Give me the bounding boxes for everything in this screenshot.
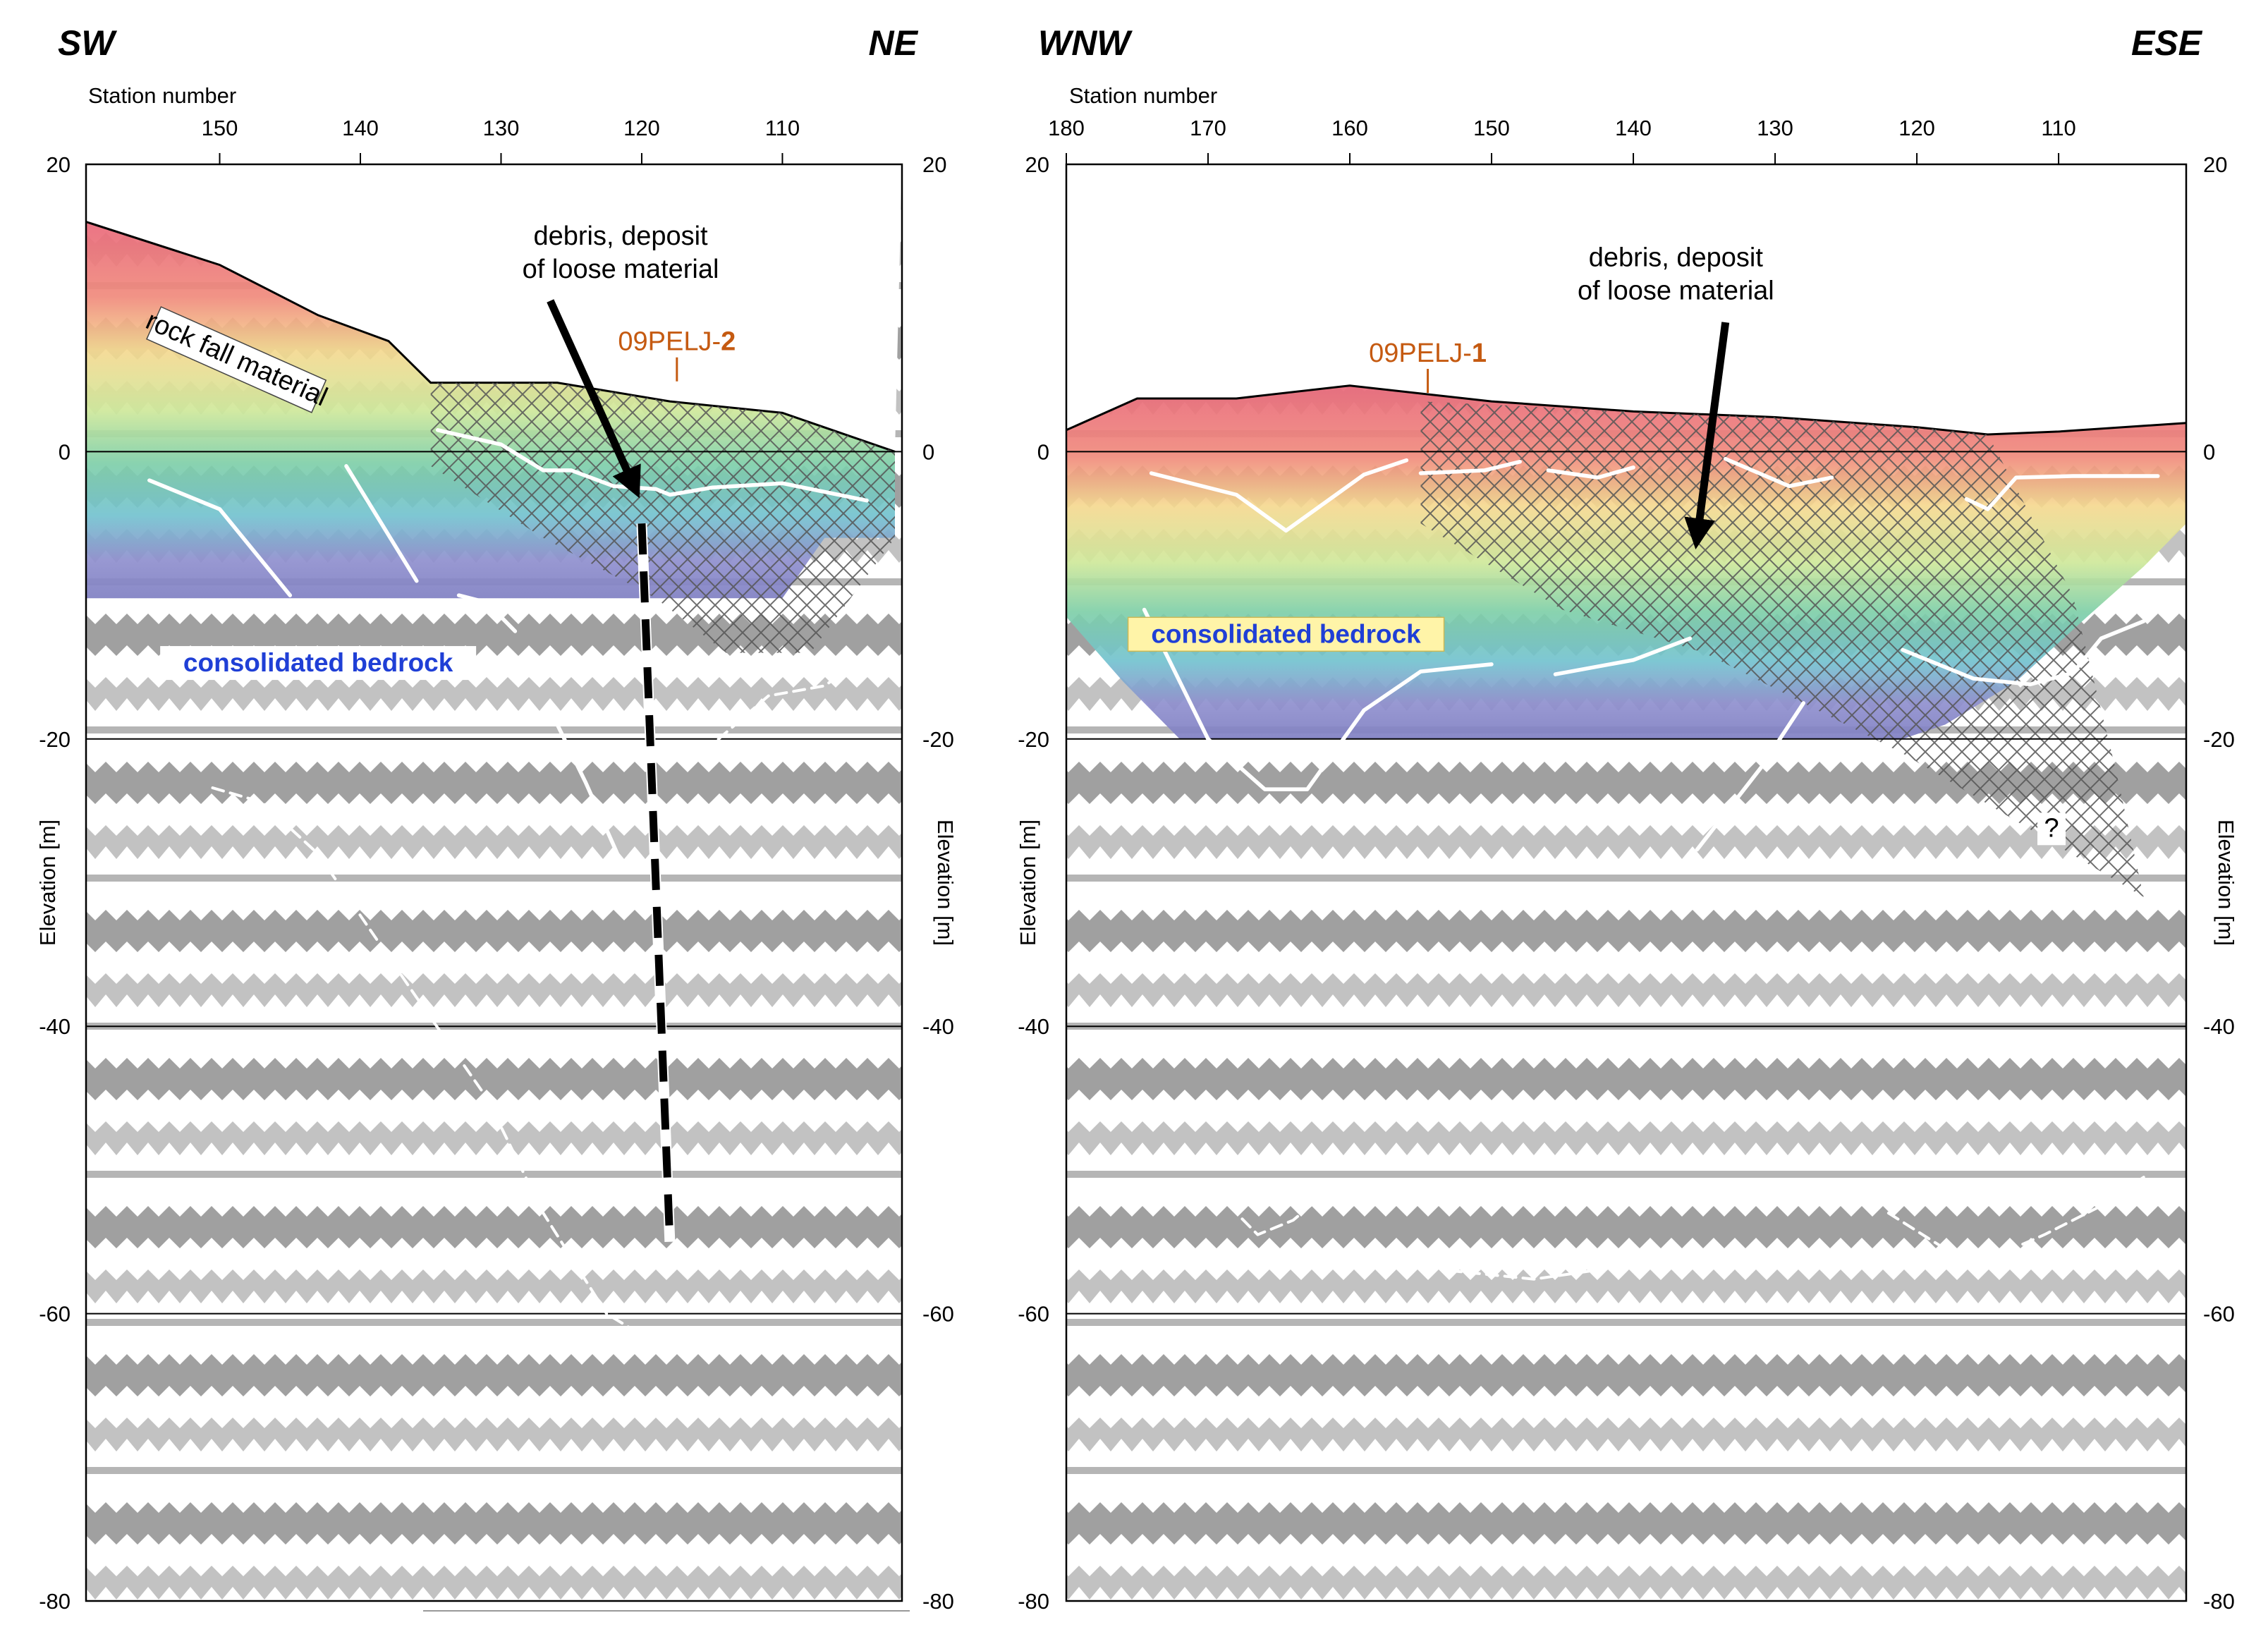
- y-tick-label-right--40: -40: [922, 1014, 954, 1039]
- annotation-consolidated-bedrock: consolidated bedrock: [1151, 619, 1421, 648]
- y-tick-label-left--80: -80: [39, 1589, 71, 1614]
- y-tick-label-left-0: 0: [1037, 439, 1049, 464]
- y-tick-label-left--40: -40: [1018, 1014, 1049, 1039]
- y-tick-label-right--80: -80: [922, 1589, 954, 1614]
- y-tick-label-left--60: -60: [1018, 1302, 1049, 1327]
- x-tick-label-160: 160: [1331, 116, 1368, 140]
- y-tick-label-right--20: -20: [922, 727, 954, 752]
- direction-left: SW: [58, 23, 117, 63]
- direction-left: WNW: [1038, 23, 1133, 63]
- interpreted-reflector-solid-1: [1418, 459, 1522, 475]
- interpreted-reflector-solid-3: [1723, 456, 1834, 489]
- debris-arrow: [547, 299, 641, 499]
- y-axis-label-left: Elevation [m]: [35, 820, 60, 946]
- x-tick-label-120: 120: [1898, 116, 1935, 140]
- x-tick-label-180: 180: [1048, 116, 1085, 140]
- direction-right: NE: [869, 23, 919, 63]
- x-tick-label-110: 110: [765, 116, 800, 140]
- plot-frame: [1065, 163, 2188, 1602]
- question-box: [2037, 812, 2066, 846]
- x-tick-label-140: 140: [342, 116, 379, 140]
- y-tick-label-left--20: -20: [39, 727, 71, 752]
- y-tick-label-right-0: 0: [922, 439, 934, 464]
- x-tick-label-170: 170: [1190, 116, 1226, 140]
- y-tick-label-left--80: -80: [1018, 1589, 1049, 1614]
- annotation-debris-0: debris, deposit: [533, 221, 708, 251]
- borehole-label-prefix: 09PELJ-: [618, 327, 721, 357]
- y-tick-label-left--60: -60: [39, 1302, 71, 1327]
- x-tick-label-140: 140: [1615, 116, 1652, 140]
- annotation-debris-1: of loose material: [523, 255, 719, 284]
- right-section-wnw-ese: debris, deposit of loose material consolid…: [1016, 23, 2238, 1614]
- y-tick-label-left-0: 0: [59, 439, 71, 464]
- sky-mask: [1066, 164, 2186, 434]
- y-axis-label-left: Elevation [m]: [1016, 820, 1040, 946]
- interpreted-reflector-solid-2: [456, 593, 518, 633]
- x-axis-label: Station number: [88, 83, 236, 108]
- interpreted-reflector-dashed-9: [1228, 1183, 1337, 1236]
- y-axis-label-right: Elevation [m]: [2214, 820, 2238, 946]
- debris-hatch-zone: [430, 382, 895, 653]
- interpreted-reflector-solid-3: [548, 708, 623, 863]
- interpreted-reflector-solid-0: [147, 478, 293, 597]
- borehole-label-number: 1: [1472, 339, 1487, 368]
- annotation-debris-1: of loose material: [1578, 276, 1774, 305]
- interpreted-reflector-solid-5: [1142, 607, 1494, 791]
- x-tick-label-130: 130: [483, 116, 520, 140]
- x-tick-label-120: 120: [623, 116, 660, 140]
- interpreted-reflector-solid-7: [1695, 701, 1806, 852]
- x-tick-label-150: 150: [202, 116, 238, 140]
- y-tick-label-right--60: -60: [922, 1302, 954, 1327]
- consolidated-bedrock-label-box: [160, 646, 477, 681]
- debris-hatch-zone: [1420, 401, 2144, 897]
- plot-frame: [85, 163, 903, 1602]
- interpreted-reflector-solid-6: [1553, 636, 1693, 676]
- annotation-debris-0: debris, deposit: [1589, 243, 1764, 273]
- direction-right: ESE: [2131, 23, 2203, 63]
- y-tick-label-right--80: -80: [2203, 1589, 2235, 1614]
- interpreted-reflector-dashed-10: [1398, 1247, 1819, 1281]
- interpreted-reflector-dashed-5: [682, 654, 869, 746]
- y-tick-label-left--40: -40: [39, 1014, 71, 1039]
- borehole-label-prefix: 09PELJ-: [1369, 339, 1472, 368]
- interpreted-reflector-dashed-6: [211, 786, 636, 1332]
- y-tick-label-right-20: 20: [2203, 152, 2227, 177]
- interpreted-reflector-solid-1: [344, 464, 419, 583]
- x-axis-label: Station number: [1069, 83, 1217, 108]
- interpreted-reflector-solid-2: [1546, 465, 1635, 480]
- borehole-label-number: 2: [721, 327, 736, 357]
- consolidated-bedrock-label-box: [1127, 616, 1445, 652]
- x-tick-label-130: 130: [1757, 116, 1793, 140]
- y-tick-label-right-20: 20: [922, 152, 946, 177]
- sky-mask: [86, 164, 902, 452]
- borehole-label: 09PELJ-2: [618, 327, 736, 357]
- x-tick-label-150: 150: [1473, 116, 1510, 140]
- fault-line: [638, 523, 674, 1242]
- y-tick-label-right-0: 0: [2203, 439, 2215, 464]
- borehole-label: 09PELJ-1: [1369, 339, 1487, 368]
- y-axis-label-right: Elevation [m]: [933, 820, 958, 946]
- y-tick-label-right--60: -60: [2203, 1302, 2235, 1327]
- interpreted-reflector-solid-0: [1149, 458, 1409, 533]
- x-tick-label-110: 110: [2041, 116, 2075, 140]
- debris-arrow: [1684, 322, 1730, 549]
- interpreted-reflector-dashed-11: [1886, 1176, 2145, 1255]
- y-tick-label-right--20: -20: [2203, 727, 2235, 752]
- y-tick-label-left-20: 20: [1025, 152, 1049, 177]
- y-tick-label-left-20: 20: [47, 152, 71, 177]
- rock-fall-label-box: [146, 306, 327, 413]
- y-tick-label-right--40: -40: [2203, 1014, 2235, 1039]
- y-tick-label-left--20: -20: [1018, 727, 1049, 752]
- interpreted-reflector-solid-8: [1901, 619, 2146, 687]
- annotation-consolidated-bedrock: consolidated bedrock: [183, 648, 453, 677]
- interpreted-reflector-solid-4: [1964, 474, 2160, 511]
- annotation-question-mark: ?: [2044, 813, 2059, 843]
